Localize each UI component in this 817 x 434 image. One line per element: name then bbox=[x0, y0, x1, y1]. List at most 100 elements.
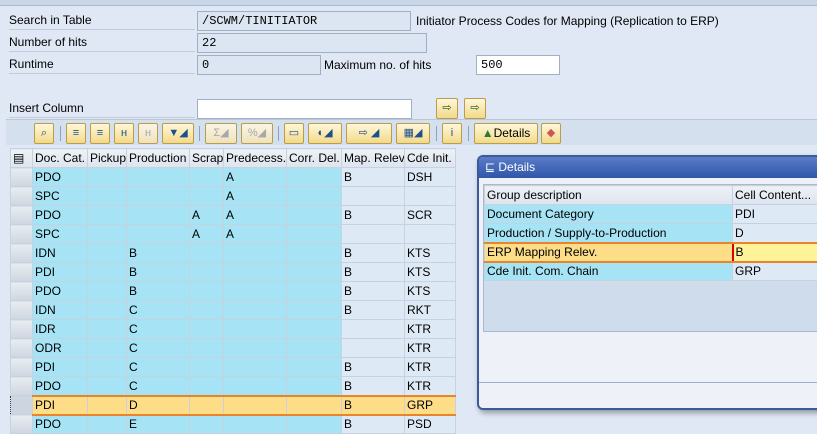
table-cell[interactable] bbox=[88, 301, 127, 320]
filter-icon[interactable]: ▼◢ bbox=[162, 123, 194, 144]
table-cell[interactable]: PDO bbox=[33, 377, 88, 396]
details-view-icon[interactable]: ⌕ bbox=[34, 123, 54, 144]
table-cell[interactable]: PDO bbox=[33, 415, 88, 434]
sort-ascending-icon[interactable]: ≡ bbox=[66, 123, 86, 144]
table-cell[interactable] bbox=[88, 168, 127, 187]
table-cell[interactable]: B bbox=[342, 244, 405, 263]
row-selector[interactable] bbox=[11, 358, 33, 377]
table-cell[interactable]: PDI bbox=[33, 263, 88, 282]
table-cell[interactable] bbox=[342, 187, 405, 206]
table-cell[interactable]: GRP bbox=[405, 396, 456, 415]
table-cell[interactable]: E bbox=[127, 415, 190, 434]
row-selector[interactable] bbox=[11, 377, 33, 396]
table-cell[interactable] bbox=[190, 244, 224, 263]
table-cell[interactable]: B bbox=[342, 206, 405, 225]
table-cell[interactable] bbox=[88, 320, 127, 339]
table-cell[interactable]: A bbox=[190, 225, 224, 244]
table-cell[interactable]: PDO bbox=[33, 282, 88, 301]
table-cell[interactable] bbox=[287, 320, 342, 339]
find-icon[interactable]: ʜ bbox=[114, 123, 134, 144]
table-cell[interactable] bbox=[287, 415, 342, 434]
table-cell[interactable] bbox=[405, 225, 456, 244]
sum-icon[interactable]: Σ◢ bbox=[205, 123, 237, 144]
table-cell[interactable] bbox=[127, 187, 190, 206]
insert-column-input[interactable] bbox=[197, 99, 412, 119]
table-cell[interactable] bbox=[224, 263, 287, 282]
table-row[interactable]: IDR C KTR bbox=[11, 320, 456, 339]
table-cell[interactable]: PDI bbox=[33, 396, 88, 415]
column-header[interactable]: Map. Relev bbox=[342, 149, 405, 168]
table-cell[interactable] bbox=[224, 396, 287, 415]
table-cell[interactable] bbox=[190, 263, 224, 282]
table-cell[interactable] bbox=[127, 206, 190, 225]
table-cell[interactable]: A bbox=[224, 168, 287, 187]
table-cell[interactable] bbox=[190, 396, 224, 415]
table-cell[interactable] bbox=[224, 415, 287, 434]
table-cell[interactable] bbox=[224, 244, 287, 263]
table-cell[interactable]: IDN bbox=[33, 244, 88, 263]
table-cell[interactable]: B bbox=[342, 301, 405, 320]
table-cell[interactable]: C bbox=[127, 301, 190, 320]
column-header[interactable]: Pickup bbox=[88, 149, 127, 168]
table-cell[interactable] bbox=[342, 320, 405, 339]
table-cell[interactable] bbox=[342, 225, 405, 244]
table-cell[interactable]: RKT bbox=[405, 301, 456, 320]
table-cell[interactable] bbox=[287, 225, 342, 244]
table-cell[interactable] bbox=[190, 320, 224, 339]
table-cell[interactable] bbox=[190, 168, 224, 187]
detail-value[interactable]: B bbox=[733, 243, 817, 262]
table-cell[interactable] bbox=[88, 377, 127, 396]
table-cell[interactable]: PDO bbox=[33, 168, 88, 187]
table-cell[interactable]: IDR bbox=[33, 320, 88, 339]
table-cell[interactable]: B bbox=[342, 377, 405, 396]
table-cell[interactable]: KTR bbox=[405, 358, 456, 377]
row-selector[interactable] bbox=[11, 168, 33, 187]
col-cell-content[interactable]: Cell Content... bbox=[733, 186, 817, 205]
table-cell[interactable] bbox=[287, 377, 342, 396]
table-cell[interactable]: D bbox=[127, 396, 190, 415]
table-cell[interactable] bbox=[88, 358, 127, 377]
column-header[interactable]: Scrap bbox=[190, 149, 224, 168]
table-cell[interactable] bbox=[190, 187, 224, 206]
table-cell[interactable]: DSH bbox=[405, 168, 456, 187]
table-cell[interactable]: PSD bbox=[405, 415, 456, 434]
table-cell[interactable] bbox=[190, 282, 224, 301]
table-cell[interactable]: KTR bbox=[405, 320, 456, 339]
info-icon[interactable]: i bbox=[442, 123, 462, 144]
graphic-icon[interactable]: ◆ bbox=[541, 123, 561, 144]
table-cell[interactable] bbox=[287, 339, 342, 358]
table-cell[interactable] bbox=[88, 206, 127, 225]
table-cell[interactable] bbox=[287, 282, 342, 301]
insert-column-button[interactable]: ⇨ bbox=[436, 98, 458, 119]
table-cell[interactable] bbox=[88, 282, 127, 301]
table-cell[interactable]: KTS bbox=[405, 263, 456, 282]
table-cell[interactable] bbox=[287, 206, 342, 225]
table-cell[interactable]: B bbox=[342, 263, 405, 282]
table-cell[interactable]: KTS bbox=[405, 244, 456, 263]
col-group-description[interactable]: Group description bbox=[485, 186, 733, 205]
table-cell[interactable]: C bbox=[127, 320, 190, 339]
table-cell[interactable] bbox=[88, 225, 127, 244]
print-icon[interactable]: ▭ bbox=[284, 123, 304, 144]
table-cell[interactable]: PDI bbox=[33, 358, 88, 377]
row-selector[interactable] bbox=[11, 187, 33, 206]
table-cell[interactable]: SCR bbox=[405, 206, 456, 225]
layout-icon[interactable]: ▦◢ bbox=[396, 123, 430, 144]
table-cell[interactable] bbox=[88, 339, 127, 358]
table-cell[interactable]: KTR bbox=[405, 377, 456, 396]
table-cell[interactable] bbox=[224, 358, 287, 377]
table-cell[interactable] bbox=[190, 358, 224, 377]
table-cell[interactable] bbox=[224, 301, 287, 320]
table-cell[interactable]: C bbox=[127, 377, 190, 396]
table-cell[interactable]: IDN bbox=[33, 301, 88, 320]
column-header[interactable]: Cde Init. bbox=[405, 149, 456, 168]
table-cell[interactable] bbox=[287, 358, 342, 377]
